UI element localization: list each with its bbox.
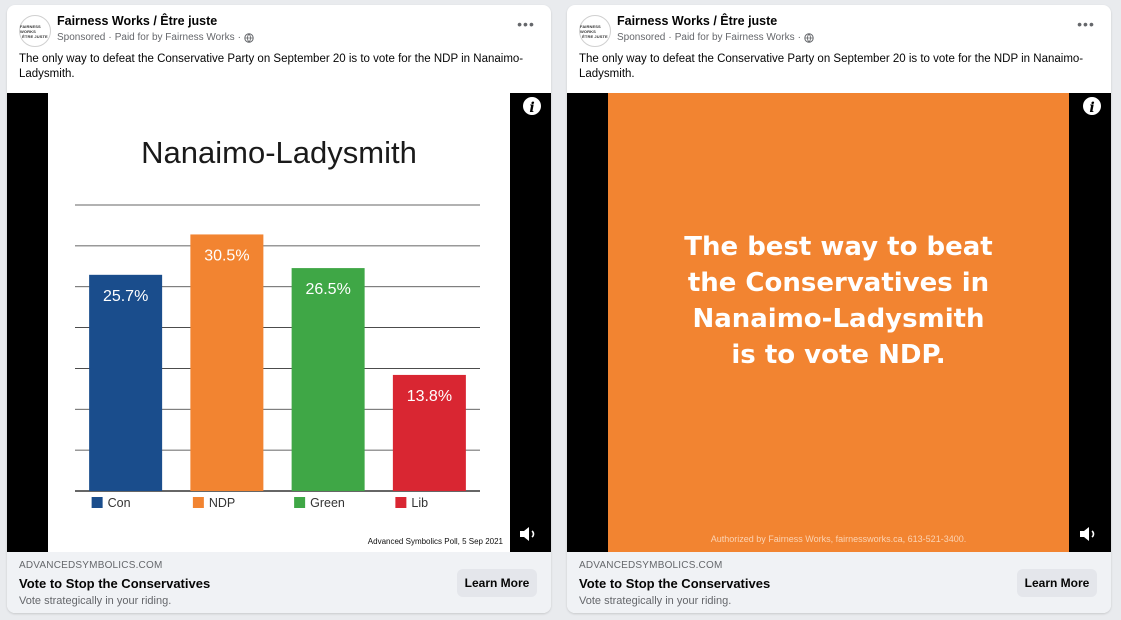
post-header: FAIRNESS WORKS ÊTRE JUSTE Fairness Works… bbox=[7, 5, 551, 93]
page-name-link[interactable]: Fairness Works / Être juste bbox=[57, 14, 217, 28]
chart-bar-green bbox=[292, 268, 365, 491]
legend-swatch bbox=[294, 497, 305, 508]
ad-post-1: FAIRNESS WORKS ÊTRE JUSTE Fairness Works… bbox=[7, 5, 551, 613]
post-meta: Sponsored · Paid for by Fairness Works · bbox=[617, 32, 814, 43]
chart-title: Nanaimo-Ladysmith bbox=[141, 135, 417, 170]
avatar-text-line-1: FAIRNESS WORKS bbox=[20, 24, 50, 34]
post-meta: Sponsored · Paid for by Fairness Works · bbox=[57, 32, 254, 43]
globe-icon bbox=[244, 33, 254, 43]
ad-media[interactable]: Nanaimo-Ladysmith 25.7% Con 30.5% NDP 26.5% Gr… bbox=[7, 93, 551, 552]
chart-bar-con bbox=[89, 275, 162, 491]
learn-more-button[interactable]: Learn More bbox=[457, 569, 537, 597]
speaker-icon[interactable] bbox=[1077, 524, 1101, 544]
chart-data-label: 30.5% bbox=[204, 247, 249, 264]
ad-description: Vote strategically in your riding. bbox=[579, 595, 731, 607]
avatar-text-line-1: FAIRNESS WORKS bbox=[580, 24, 610, 34]
info-icon[interactable]: i bbox=[521, 95, 543, 117]
legend-label: Green bbox=[310, 496, 345, 510]
ad-description: Vote strategically in your riding. bbox=[19, 595, 171, 607]
slide-message-line: The best way to beat bbox=[608, 229, 1069, 265]
chart-bar-ndp bbox=[190, 234, 263, 491]
page-avatar[interactable]: FAIRNESS WORKS ÊTRE JUSTE bbox=[579, 15, 611, 47]
legend-swatch bbox=[193, 497, 204, 508]
sponsored-label[interactable]: Sponsored bbox=[57, 32, 105, 43]
info-icon[interactable]: i bbox=[1081, 95, 1103, 117]
sponsored-label[interactable]: Sponsored bbox=[617, 32, 665, 43]
legend-label: Con bbox=[108, 496, 131, 510]
slide-message: The best way to beat the Conservatives i… bbox=[608, 229, 1069, 373]
slide-message-line: is to vote NDP. bbox=[608, 337, 1069, 373]
ad-headline[interactable]: Vote to Stop the Conservatives bbox=[19, 576, 210, 591]
message-slide: The best way to beat the Conservatives i… bbox=[608, 93, 1069, 552]
meta-separator: · bbox=[108, 32, 111, 43]
page-avatar[interactable]: FAIRNESS WORKS ÊTRE JUSTE bbox=[19, 15, 51, 47]
paid-for-label[interactable]: Paid for by Fairness Works bbox=[115, 32, 235, 43]
ad-post-2: FAIRNESS WORKS ÊTRE JUSTE Fairness Works… bbox=[567, 5, 1111, 613]
legend-swatch bbox=[92, 497, 103, 508]
post-text: The only way to defeat the Conservative … bbox=[19, 52, 529, 82]
post-text: The only way to defeat the Conservative … bbox=[579, 52, 1089, 82]
page-name-link[interactable]: Fairness Works / Être juste bbox=[617, 14, 777, 28]
link-domain: ADVANCEDSYMBOLICS.COM bbox=[579, 560, 722, 571]
chart-data-label: 13.8% bbox=[407, 388, 452, 405]
slide-message-line: Nanaimo-Ladysmith bbox=[608, 301, 1069, 337]
chart-data-label: 26.5% bbox=[305, 281, 350, 298]
link-domain: ADVANCEDSYMBOLICS.COM bbox=[19, 560, 162, 571]
globe-icon bbox=[804, 33, 814, 43]
speaker-icon[interactable] bbox=[517, 524, 541, 544]
more-options-button[interactable]: ••• bbox=[515, 19, 537, 33]
chart-source-note: Advanced Symbolics Poll, 5 Sep 2021 bbox=[368, 537, 504, 546]
meta-separator: · bbox=[668, 32, 671, 43]
post-header: FAIRNESS WORKS ÊTRE JUSTE Fairness Works… bbox=[567, 5, 1111, 93]
ad-footer[interactable]: ADVANCEDSYMBOLICS.COM Vote to Stop the C… bbox=[567, 552, 1111, 613]
meta-separator: · bbox=[798, 32, 801, 43]
legend-label: NDP bbox=[209, 496, 235, 510]
avatar-text-line-2: ÊTRE JUSTE bbox=[22, 34, 48, 39]
poll-chart: Nanaimo-Ladysmith 25.7% Con 30.5% NDP 26.5% Gr… bbox=[48, 93, 510, 552]
legend-label: Lib bbox=[411, 496, 428, 510]
chart-data-label: 25.7% bbox=[103, 288, 148, 305]
learn-more-button[interactable]: Learn More bbox=[1017, 569, 1097, 597]
avatar-text-line-2: ÊTRE JUSTE bbox=[582, 34, 608, 39]
legend-swatch bbox=[395, 497, 406, 508]
slide-message-line: the Conservatives in bbox=[608, 265, 1069, 301]
authorization-notice: Authorized by Fairness Works, fairnesswo… bbox=[608, 534, 1069, 544]
ad-headline[interactable]: Vote to Stop the Conservatives bbox=[579, 576, 770, 591]
ad-media[interactable]: The best way to beat the Conservatives i… bbox=[567, 93, 1111, 552]
meta-separator: · bbox=[238, 32, 241, 43]
ad-footer[interactable]: ADVANCEDSYMBOLICS.COM Vote to Stop the C… bbox=[7, 552, 551, 613]
more-options-button[interactable]: ••• bbox=[1075, 19, 1097, 33]
poll-chart-svg: Nanaimo-Ladysmith 25.7% Con 30.5% NDP 26.5% Gr… bbox=[48, 93, 510, 552]
paid-for-label[interactable]: Paid for by Fairness Works bbox=[675, 32, 795, 43]
